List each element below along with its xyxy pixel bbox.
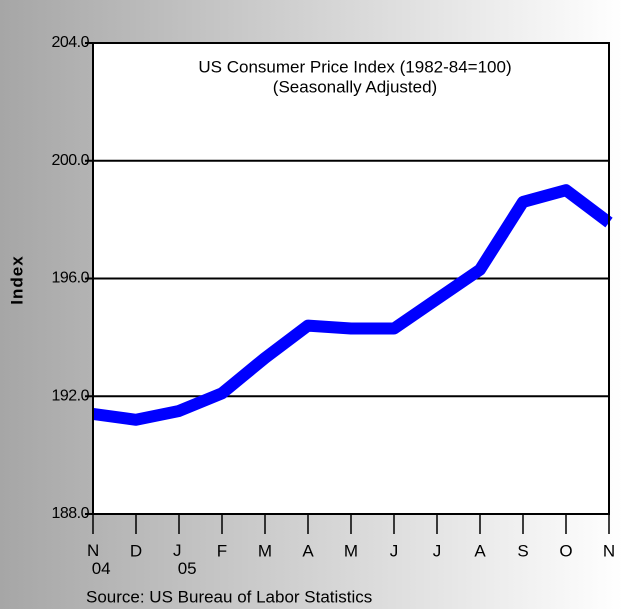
x-tick-label: A	[474, 541, 486, 560]
x-tick-label: F	[217, 541, 227, 560]
x-tick-label: J 05	[173, 541, 197, 578]
x-tick-label: S	[517, 541, 528, 560]
source: Source: US Bureau of Labor Statistics	[86, 587, 372, 606]
y-tick-label: 192.0	[51, 387, 89, 404]
y-tick-label: 188.0	[51, 505, 89, 522]
y-tick-label: 196.0	[51, 270, 89, 287]
x-tick-label: J	[390, 541, 399, 560]
y-tick-label: 200.0	[51, 152, 89, 169]
y-tick-label: 204.0	[51, 34, 89, 51]
x-tick-label: J	[433, 541, 442, 560]
marks	[92, 184, 613, 426]
chart-title: US Consumer Price Index (1982-84=100)	[198, 57, 511, 76]
x-tick-label: D	[130, 541, 142, 560]
x-tick-label: M	[258, 541, 272, 560]
x-tick-label: M	[344, 541, 358, 560]
chart-subtitle: (Seasonally Adjusted)	[273, 77, 437, 96]
x-tick-label: O	[559, 541, 572, 560]
line-series	[92, 184, 613, 426]
x-tick-label: N	[603, 541, 615, 560]
plot-border	[92, 42, 610, 515]
x-tick-label: A	[302, 541, 314, 560]
x-tick-label: N 04	[87, 541, 111, 578]
y-axis-label: Index	[7, 255, 26, 304]
